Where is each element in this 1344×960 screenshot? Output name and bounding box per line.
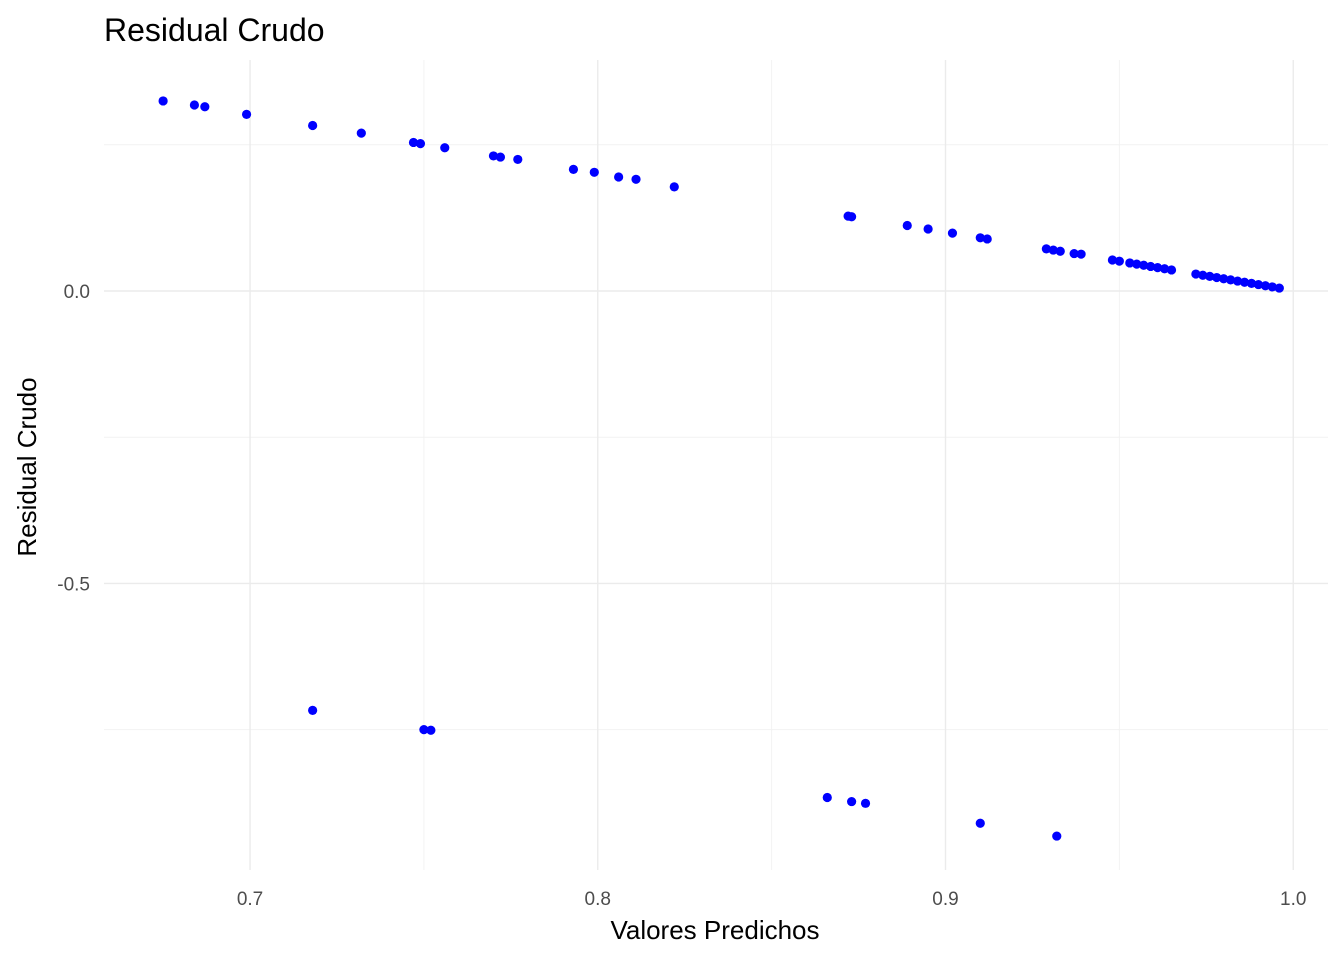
x-axis-title: Valores Predichos <box>610 915 819 945</box>
data-point <box>1125 258 1135 268</box>
data-point <box>631 174 641 184</box>
data-point <box>1069 248 1079 259</box>
data-point <box>1107 255 1118 265</box>
data-point <box>1076 249 1086 259</box>
data-point <box>1153 263 1163 273</box>
data-point <box>947 228 958 238</box>
data-point <box>415 139 426 149</box>
data-point <box>1232 276 1243 286</box>
data-point <box>513 154 523 165</box>
data-point <box>426 725 436 735</box>
data-point <box>1212 272 1222 283</box>
data-point <box>356 128 366 138</box>
data-point <box>440 143 450 153</box>
y-axis-title: Residual Crudo <box>12 377 42 556</box>
x-tick-label: 1.0 <box>1280 889 1306 910</box>
data-point <box>614 172 624 182</box>
data-point <box>1253 279 1264 290</box>
data-point <box>200 102 210 112</box>
data-point <box>1159 264 1170 274</box>
data-point <box>308 120 318 131</box>
data-point <box>1274 283 1284 293</box>
data-point <box>1246 278 1257 289</box>
data-point <box>1048 245 1058 255</box>
grid-lines <box>104 60 1328 870</box>
data-point <box>408 137 419 148</box>
chart-title: Residual Crudo <box>104 12 325 48</box>
data-point <box>822 792 832 803</box>
data-point <box>860 798 871 808</box>
y-tick-label: 0.0 <box>64 282 90 303</box>
data-point <box>1055 246 1065 256</box>
data-point <box>158 96 168 106</box>
data-point <box>1260 281 1271 291</box>
data-point <box>847 212 857 222</box>
data-point <box>1139 260 1149 270</box>
x-tick-label: 0.8 <box>585 889 611 910</box>
data-point <box>419 725 429 735</box>
data-point <box>669 182 679 192</box>
data-point <box>1114 256 1124 266</box>
data-point <box>495 152 506 162</box>
data-point <box>1191 269 1201 279</box>
data-point <box>1132 259 1142 269</box>
data-point <box>975 233 985 243</box>
data-point <box>568 164 579 174</box>
tick-labels: 0.7 0.8 0.9 1.0 0.0 -0.5 <box>57 282 1306 910</box>
data-point <box>902 220 912 231</box>
data-point <box>589 167 599 177</box>
data-point <box>1239 277 1250 287</box>
data-point <box>1146 261 1156 272</box>
data-point <box>241 109 252 119</box>
x-tick-label: 0.7 <box>237 889 263 910</box>
data-point <box>1198 270 1208 280</box>
data-point <box>1166 265 1177 275</box>
data-point <box>1052 831 1062 841</box>
data-point <box>488 151 499 161</box>
x-tick-label: 0.9 <box>932 889 958 910</box>
data-points <box>158 96 1284 841</box>
data-point <box>1226 275 1236 285</box>
y-tick-label: -0.5 <box>57 574 90 595</box>
data-point <box>1219 274 1229 284</box>
data-point <box>189 100 200 110</box>
data-point <box>1267 282 1277 292</box>
data-point <box>308 705 318 715</box>
data-point <box>847 796 857 807</box>
data-point <box>1041 244 1051 254</box>
data-point <box>1205 271 1215 281</box>
data-point <box>923 224 933 234</box>
data-point <box>975 818 985 828</box>
data-point <box>982 234 992 244</box>
